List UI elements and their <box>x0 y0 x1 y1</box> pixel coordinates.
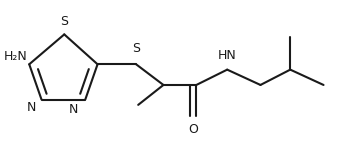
Text: S: S <box>60 15 68 28</box>
Text: HN: HN <box>218 49 237 62</box>
Text: H₂N: H₂N <box>3 50 27 63</box>
Text: S: S <box>132 42 140 56</box>
Text: N: N <box>26 101 36 114</box>
Text: N: N <box>68 103 78 116</box>
Text: O: O <box>188 123 198 136</box>
